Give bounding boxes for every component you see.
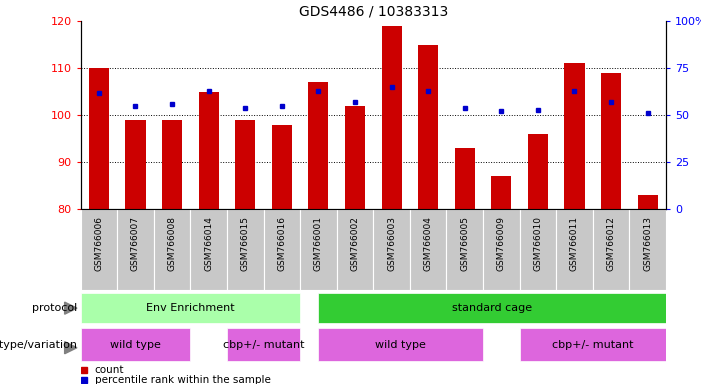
Bar [198,92,219,209]
Bar [455,148,475,209]
Bar [162,120,182,209]
Bar [89,68,109,209]
Bar [418,45,438,209]
Text: GSM766016: GSM766016 [278,216,286,271]
Bar [318,293,666,323]
Text: percentile rank within the sample: percentile rank within the sample [95,375,271,384]
Bar [117,209,154,290]
Bar [125,120,146,209]
Text: count: count [95,364,124,375]
Text: GSM766006: GSM766006 [95,216,104,271]
Bar [81,209,117,290]
Polygon shape [64,342,77,354]
Bar [556,209,593,290]
Bar [519,328,666,361]
Bar [336,209,373,290]
Text: Env Enrichment: Env Enrichment [146,303,235,313]
Bar [601,73,621,209]
Bar [410,209,447,290]
Text: GSM766015: GSM766015 [240,216,250,271]
Bar [154,209,191,290]
Text: GSM766008: GSM766008 [168,216,177,271]
Bar [593,209,629,290]
Bar [81,328,191,361]
Text: GSM766014: GSM766014 [204,216,213,271]
Text: protocol: protocol [32,303,77,313]
Bar [629,209,666,290]
Bar [491,176,512,209]
Bar [318,328,483,361]
Bar [638,195,658,209]
Text: standard cage: standard cage [452,303,532,313]
Bar [564,63,585,209]
Text: GSM766013: GSM766013 [643,216,652,271]
Text: GSM766010: GSM766010 [533,216,543,271]
Text: GSM766009: GSM766009 [497,216,506,271]
Bar [381,26,402,209]
Bar [528,134,548,209]
Bar [345,106,365,209]
Bar [519,209,556,290]
Text: genotype/variation: genotype/variation [0,340,77,350]
Text: wild type: wild type [375,339,426,350]
Polygon shape [64,302,77,314]
Bar [483,209,519,290]
Text: GSM766001: GSM766001 [314,216,323,271]
Bar [227,328,300,361]
Bar [447,209,483,290]
Bar [308,82,329,209]
Bar [81,293,300,323]
Text: GSM766012: GSM766012 [606,216,615,271]
Bar [374,209,410,290]
Bar [235,120,255,209]
Title: GDS4486 / 10383313: GDS4486 / 10383313 [299,5,448,18]
Text: GSM766004: GSM766004 [423,216,433,271]
Bar [300,209,336,290]
Bar [191,209,227,290]
Text: wild type: wild type [110,339,161,350]
Text: GSM766002: GSM766002 [350,216,360,271]
Bar [272,124,292,209]
Text: cbp+/- mutant: cbp+/- mutant [552,339,634,350]
Text: GSM766007: GSM766007 [131,216,140,271]
Text: GSM766003: GSM766003 [387,216,396,271]
Bar [227,209,264,290]
Text: GSM766005: GSM766005 [461,216,469,271]
Text: GSM766011: GSM766011 [570,216,579,271]
Bar [264,209,300,290]
Text: cbp+/- mutant: cbp+/- mutant [223,339,304,350]
